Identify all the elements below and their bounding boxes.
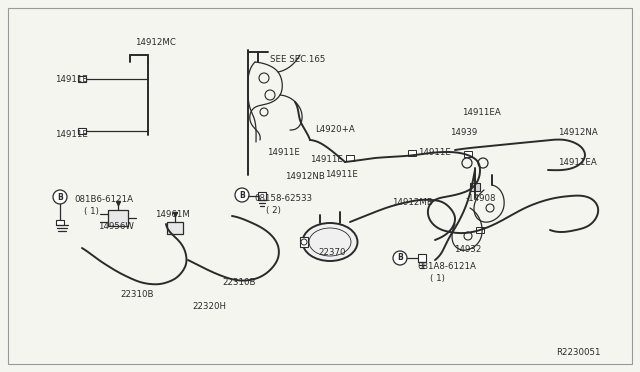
Text: 22310B: 22310B — [222, 278, 255, 287]
Text: 22310B: 22310B — [120, 290, 154, 299]
Text: ( 2): ( 2) — [266, 206, 281, 215]
Text: B: B — [397, 253, 403, 263]
Bar — [418, 254, 426, 262]
Text: SEE SEC.165: SEE SEC.165 — [270, 55, 325, 64]
Text: B: B — [239, 190, 245, 199]
Text: 14912MC: 14912MC — [135, 38, 176, 47]
Circle shape — [393, 251, 407, 265]
Text: 14911E: 14911E — [418, 148, 451, 157]
Text: 14961M: 14961M — [155, 210, 190, 219]
Text: 08158-62533: 08158-62533 — [254, 194, 312, 203]
Bar — [56, 220, 64, 225]
Bar — [258, 192, 266, 200]
Ellipse shape — [303, 223, 358, 261]
Text: -14908: -14908 — [466, 194, 497, 203]
Bar — [78, 76, 86, 82]
Text: 14912MB: 14912MB — [392, 198, 433, 207]
Text: ( 1): ( 1) — [430, 274, 445, 283]
Text: 081A8-6121A: 081A8-6121A — [417, 262, 476, 271]
Bar — [167, 222, 183, 234]
Bar — [346, 155, 354, 161]
Text: 14939: 14939 — [450, 128, 477, 137]
Text: 22370: 22370 — [318, 248, 346, 257]
Circle shape — [235, 188, 249, 202]
Text: L4920+A: L4920+A — [315, 125, 355, 134]
Text: 14911E: 14911E — [310, 155, 343, 164]
Text: 14912NB: 14912NB — [285, 172, 325, 181]
Bar — [470, 183, 480, 191]
Text: 081B6-6121A: 081B6-6121A — [74, 195, 133, 204]
Text: 22320H: 22320H — [192, 302, 226, 311]
Text: 14911E: 14911E — [267, 148, 300, 157]
Text: 14911E: 14911E — [55, 75, 88, 84]
Bar — [476, 227, 484, 233]
Text: 14932: 14932 — [454, 245, 481, 254]
Bar — [108, 210, 128, 226]
Text: 14911E: 14911E — [325, 170, 358, 179]
Text: ( 1): ( 1) — [84, 207, 99, 216]
Text: R2230051: R2230051 — [556, 348, 600, 357]
Bar — [78, 128, 86, 134]
Text: 14956W: 14956W — [98, 222, 134, 231]
Circle shape — [53, 190, 67, 204]
Text: 14911EA: 14911EA — [462, 108, 500, 117]
Text: 14911E: 14911E — [55, 130, 88, 139]
Text: B: B — [57, 192, 63, 202]
Bar — [300, 237, 308, 247]
Text: 14911EA: 14911EA — [558, 158, 596, 167]
Bar — [408, 150, 416, 156]
Text: 14912NA: 14912NA — [558, 128, 598, 137]
Bar — [464, 151, 472, 157]
